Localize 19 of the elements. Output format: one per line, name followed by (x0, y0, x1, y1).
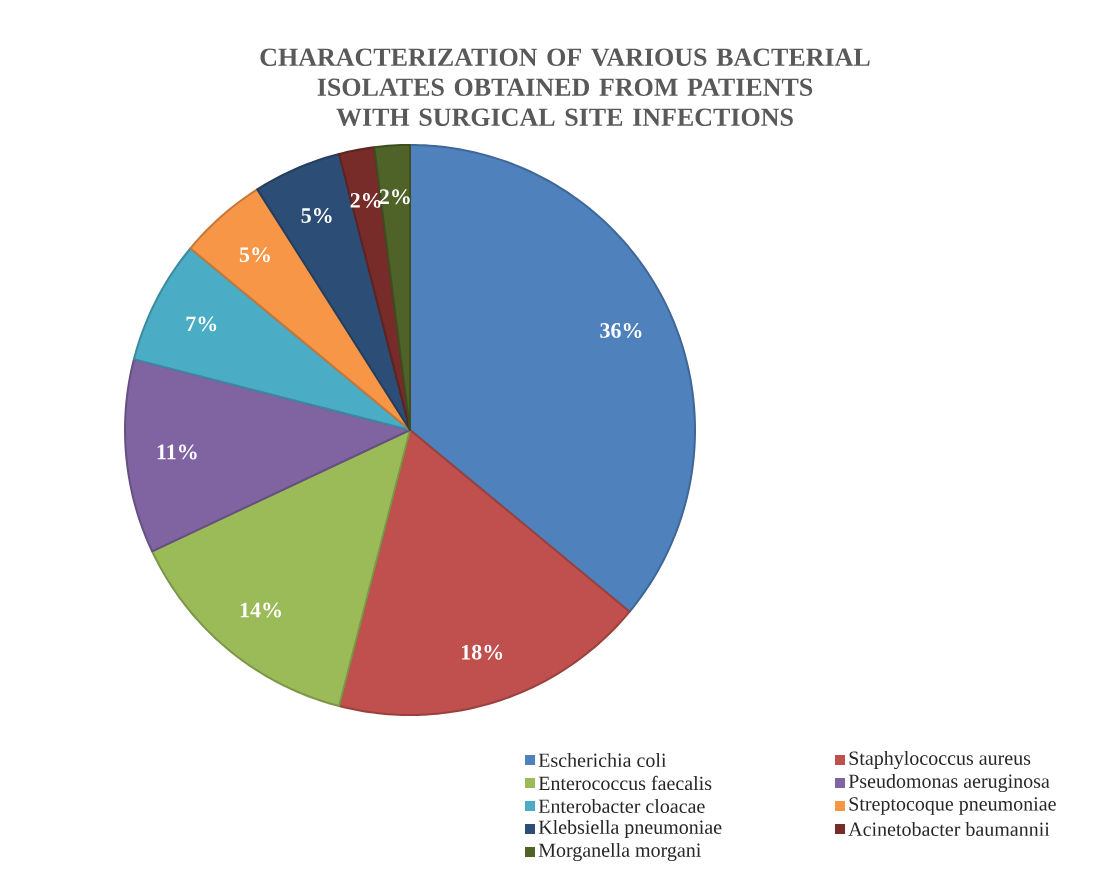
legend-label: Pseudomonas aeruginosa (848, 773, 1050, 793)
data-label: 2% (379, 189, 410, 205)
legend-label: Klebsiella pneumoniae (538, 819, 722, 839)
data-label: 7% (186, 316, 217, 332)
legend-label: Morganella morgani (538, 842, 701, 862)
data-label: 11% (157, 444, 197, 460)
data-label: 2% (350, 192, 381, 208)
legend-label: Enterobacter cloacae (538, 798, 705, 814)
legend-label: Staphylococcus aureus (849, 750, 1031, 770)
data-label: 5% (239, 247, 270, 263)
data-label: 14% (240, 602, 281, 618)
chart-title: CHARACTERIZATION OF VARIOUS BACTERIAL ISOLATES OBTAINED FROM PATIENTS WITH SURGICAL SITE INFECTIONS (260, 48, 870, 127)
legend-label: Streptocoque pneumoniae (849, 797, 1056, 815)
legend-label: Enterococcus faecalis (538, 775, 712, 791)
data-label: 18% (461, 644, 503, 660)
data-label: 5% (301, 208, 332, 223)
data-label: 36% (600, 323, 642, 338)
legend-label: Acinetobacter baumannii (848, 821, 1050, 837)
legend-label: Escherichia coli (538, 752, 667, 768)
